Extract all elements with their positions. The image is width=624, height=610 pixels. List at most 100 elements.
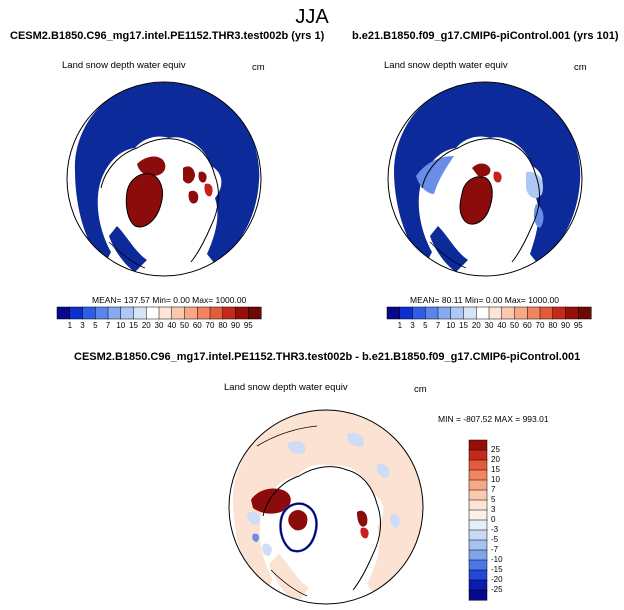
colorbar-test-tick-label: 80 [218,321,228,330]
colorbar-diff-tick-label: 0 [491,515,496,524]
colorbar-test-labels: 1 3 5 7 10 15 20 30 40 50 60 70 80 90 95 [57,321,261,333]
panel-diff-case-title: CESM2.B1850.C96_mg17.intel.PE1152.THR3.t… [74,351,581,363]
panel-test-units-label: cm [252,62,265,73]
colorbar-diff-swatch [468,579,488,591]
colorbar-test-tick-label: 95 [243,321,253,330]
panel-control-greenland-snow [460,176,493,225]
colorbar-test-tick-label: 60 [192,321,202,330]
panel-diff-positive-anomaly [251,488,291,514]
colorbar-test-swatch [235,306,249,320]
colorbar-control-tick-label: 3 [410,321,415,330]
colorbar-test-swatch [222,306,237,320]
colorbar-control-tick-label: 7 [435,321,441,330]
colorbar-control-swatch [539,306,554,320]
colorbar-control-tick-label: 60 [522,321,532,330]
colorbar-test-swatch [107,306,122,320]
colorbar-diff-swatch [468,569,488,581]
colorbar-test-tick-label: 15 [129,321,138,330]
colorbar-diff-tick-label: 7 [491,485,496,494]
colorbar-test-tick-label: 10 [116,321,126,330]
colorbar-diff-tick-label: -3 [491,525,499,534]
colorbar-test-tick-label: 90 [231,321,240,330]
colorbar-control-swatch [552,306,567,320]
colorbar-control-tick-label: 50 [510,321,519,330]
colorbar-test [56,306,262,320]
colorbar-diff-tick-label: 25 [491,445,500,454]
colorbar-control-swatch [412,306,426,320]
colorbar-test-swatch [171,306,186,320]
colorbar-test-swatch [184,306,198,320]
colorbar-diff-swatch [468,539,488,551]
colorbar-diff-labels: 25 20 15 10 7 5 3 0 -3 -5 -7 -10 -15 -20 -25 [491,440,531,600]
panel-test-snow-band [74,82,260,264]
panel-diff-variable-label: Land snow depth water equiv [224,382,348,393]
panel-test-case-title: CESM2.B1850.C96_mg17.intel.PE1152.THR3.t… [10,30,325,42]
colorbar-control-tick-label: 95 [573,321,583,330]
colorbar-test-swatch [248,306,262,320]
colorbar-control-tick-label: 90 [561,321,570,330]
colorbar-test-swatch [146,306,160,320]
colorbar-diff-swatch [468,529,488,541]
colorbar-control-swatch [386,306,401,320]
colorbar-test-swatch [95,306,109,320]
colorbar-test-swatch [56,306,71,320]
colorbar-control-swatch [501,306,516,320]
colorbar-control-tick-label: 15 [459,321,468,330]
colorbar-test-swatch [69,306,84,320]
colorbar-diff-tick-label: 5 [491,495,496,504]
panel-test-variable-label: Land snow depth water equiv [62,60,186,71]
panel-control-units-label: cm [574,62,587,73]
colorbar-diff-swatch [468,519,488,531]
colorbar-test-tick-label: 1 [67,321,73,330]
colorbar-diff-tick-label: -20 [491,575,503,584]
panel-test-greenland-snow [126,173,163,227]
colorbar-diff-swatch [468,479,488,491]
colorbar-test-tick-label: 5 [93,321,98,330]
colorbar-diff-swatch [468,449,488,461]
colorbar-diff-swatch [468,509,488,521]
colorbar-diff-tick-label: -5 [491,535,499,544]
colorbar-test-swatch [133,306,147,320]
colorbar-control-swatch [476,306,490,320]
colorbar-control-tick-label: 10 [446,321,456,330]
panel-diff-units-label: cm [414,384,427,395]
panel-test-map [66,81,262,277]
colorbar-control-swatch [399,306,414,320]
colorbar-diff-tick-label: 15 [491,465,500,474]
colorbar-control-tick-label: 80 [548,321,558,330]
colorbar-diff-swatch [468,469,488,481]
colorbar-control-swatch [450,306,465,320]
colorbar-control-tick-label: 20 [471,321,481,330]
panel-diff-map [228,409,424,605]
colorbar-control [386,306,592,320]
colorbar-control-tick-label: 40 [497,321,507,330]
panel-control-variable-label: Land snow depth water equiv [384,60,508,71]
colorbar-control-swatch [488,306,503,320]
colorbar-test-swatch [197,306,211,320]
colorbar-control-tick-label: 1 [397,321,403,330]
colorbar-diff-swatch [468,589,488,601]
panel-control-stats: MEAN= 80.11 Min= 0.00 Max= 1000.00 [410,295,559,305]
colorbar-diff-tick-label: 20 [491,455,500,464]
colorbar-diff-tick-label: -25 [491,585,503,594]
colorbar-control-swatch [437,306,452,320]
colorbar-test-tick-label: 70 [205,321,215,330]
colorbar-control-labels: 1 3 5 7 10 15 20 30 40 50 60 70 80 90 95 [387,321,591,333]
panel-diff-land-background [233,410,423,598]
colorbar-test-tick-label: 50 [180,321,189,330]
colorbar-diff-tick-label: 10 [491,475,500,484]
page-title: JJA [295,6,329,28]
colorbar-test-tick-label: 40 [167,321,177,330]
panel-control-snow-band [394,82,581,264]
colorbar-diff-swatch [468,489,488,501]
colorbar-control-swatch [565,306,579,320]
colorbar-control-tick-label: 30 [484,321,494,330]
colorbar-control-swatch [527,306,541,320]
panel-diff-stats: MIN = -807.52 MAX = 993.01 [438,414,549,424]
colorbar-diff-tick-label: -10 [491,555,503,564]
colorbar-test-tick-label: 30 [154,321,164,330]
colorbar-control-swatch [514,306,528,320]
colorbar-diff-tick-label: 3 [491,505,496,514]
colorbar-test-swatch [209,306,224,320]
colorbar-diff-tick-label: -7 [491,545,499,554]
